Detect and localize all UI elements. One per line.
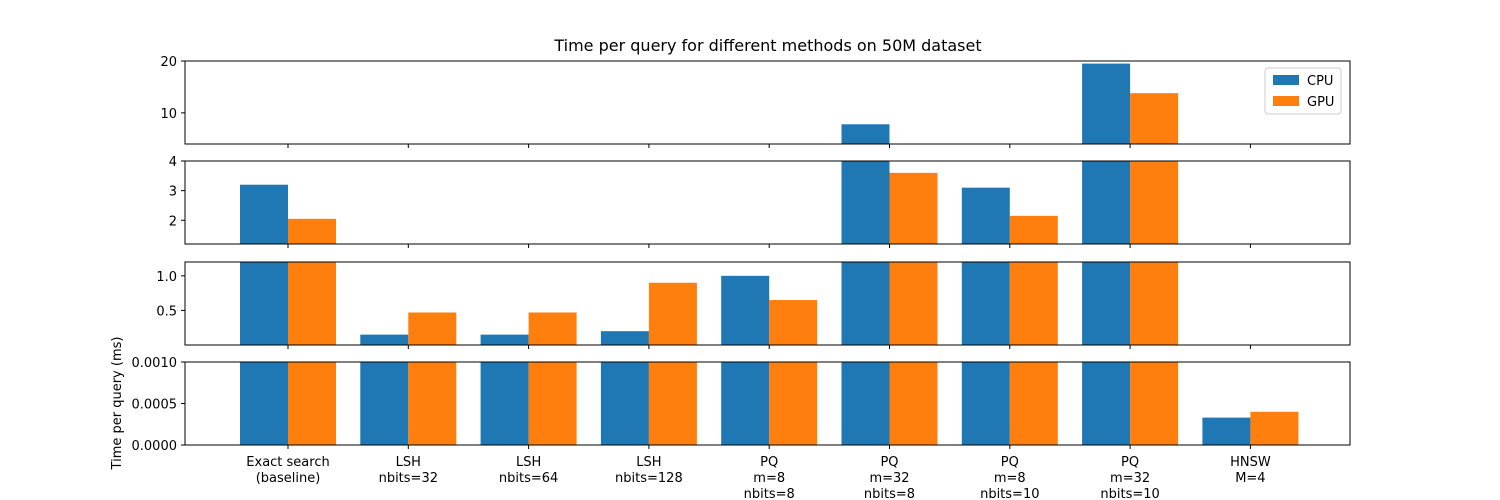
bar-gpu-8 [1250,411,1299,445]
panel-1: 10 20 [160,55,1351,148]
bar-cpu-2 [480,362,529,445]
bar-cpu-3 [600,331,649,345]
bar-cpu-8 [1202,417,1251,445]
bar-gpu-2 [528,362,577,445]
bar-cpu-4 [721,362,770,445]
x-tick-label: PQ m=32 nbits=8 [864,455,915,500]
panel-2-frame [184,160,1351,245]
panel-1-bars [841,63,1179,144]
bar-cpu-7 [1082,63,1131,144]
x-tick-label: LSH nbits=64 [499,455,558,486]
bar-cpu-1 [360,362,409,445]
bar-cpu-0 [240,262,288,345]
y-tick-label: 20 [160,55,177,70]
bar-cpu-5 [841,124,890,144]
bar-gpu-6 [1009,362,1058,445]
legend: CPU GPU [1264,67,1342,115]
bar-gpu-7 [1130,161,1179,244]
bar-gpu-4 [769,300,818,345]
bar-cpu-7 [1082,262,1131,345]
legend-label-cpu: CPU [1307,74,1333,89]
x-tick-labels: Exact search (baseline) LSH nbits=32 LSH nbit… [246,455,1271,500]
legend-label-gpu: GPU [1307,95,1334,110]
x-tick-label: PQ m=32 nbits=10 [1100,455,1159,500]
bar-cpu-5 [841,262,890,345]
panel-3: 0.5 1.0 [156,261,1351,349]
bar-gpu-6 [1009,215,1058,244]
bar-gpu-7 [1130,93,1179,144]
bar-gpu-6 [1009,262,1058,345]
bar-gpu-7 [1130,262,1179,345]
bar-cpu-6 [961,362,1010,445]
bar-gpu-4 [769,362,818,445]
y-tick-label: 3 [169,185,177,200]
bar-gpu-5 [889,172,938,244]
bar-cpu-6 [961,262,1010,345]
y-tick-label: 0.0000 [132,439,178,454]
panel-2-bars [240,161,1179,244]
bar-cpu-7 [1082,161,1131,244]
bar-cpu-1 [360,334,409,345]
bar-gpu-5 [889,262,938,345]
x-tick-label: LSH nbits=32 [379,455,438,486]
panel-4: 0.0000 0.0005 0.0010 [132,356,1351,454]
bar-gpu-1 [408,362,457,445]
bar-cpu-4 [721,275,770,345]
bar-cpu-6 [961,187,1010,244]
y-axis-label: Time per query (ms) [110,337,125,471]
panel-3-frame [184,261,1351,346]
legend-swatch-gpu [1273,96,1299,106]
chart-panels: 10 20 2 3 4 0.5 1.0 0.0000 0.0005 0.0010 [132,55,1351,454]
panel-4-bars [240,362,1299,445]
bar-cpu-5 [841,161,890,244]
y-tick-label: 2 [169,214,177,229]
bar-cpu-2 [480,334,529,345]
x-tick-label: PQ m=8 nbits=8 [744,455,795,500]
bar-cpu-3 [600,362,649,445]
legend-swatch-cpu [1273,75,1299,85]
bar-gpu-5 [889,362,938,445]
bar-gpu-1 [408,312,457,345]
bar-gpu-2 [528,312,577,345]
bar-cpu-7 [1082,362,1131,445]
bar-cpu-0 [240,184,288,244]
bar-gpu-0 [288,218,336,244]
y-tick-label: 1.0 [156,270,177,285]
bar-cpu-0 [240,362,288,445]
panel-2: 2 3 4 [169,155,1351,248]
chart-title: Time per query for different methods on … [553,36,981,55]
x-tick-label: PQ m=8 nbits=10 [980,455,1039,500]
y-tick-label: 0.0005 [132,398,178,413]
bar-gpu-0 [288,262,336,345]
bar-cpu-5 [841,362,890,445]
panel-3-bars [240,262,1299,345]
bar-gpu-3 [648,362,697,445]
x-tick-label: HNSW M=4 [1230,455,1271,486]
bar-gpu-3 [648,282,697,345]
bar-gpu-0 [288,362,336,445]
y-tick-label: 0.5 [156,304,177,319]
y-tick-label: 4 [169,155,177,170]
bar-gpu-7 [1130,362,1179,445]
y-tick-label: 10 [160,107,177,122]
panel-1-frame [184,60,1351,145]
x-tick-label: LSH nbits=128 [615,455,683,486]
y-tick-label: 0.0010 [132,356,178,371]
x-tick-label: Exact search (baseline) [246,455,329,486]
